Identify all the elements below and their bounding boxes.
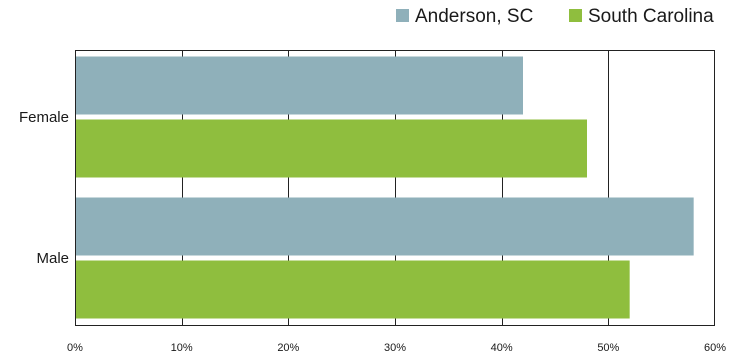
bars xyxy=(75,56,694,319)
bar-female-south-carolina xyxy=(75,119,587,178)
x-tick-label: 40% xyxy=(491,342,513,354)
bar-female-anderson xyxy=(75,56,523,115)
bar-male-anderson xyxy=(75,197,694,256)
x-tick-label: 50% xyxy=(597,342,619,354)
plot-border xyxy=(75,50,715,326)
legend: Anderson, SC South Carolina xyxy=(396,6,714,27)
legend-swatch-anderson xyxy=(396,9,409,22)
legend-label-anderson: Anderson, SC xyxy=(415,6,533,27)
x-tick-label: 30% xyxy=(384,342,406,354)
x-tick-label: 60% xyxy=(704,342,726,354)
x-tick-label: 20% xyxy=(277,342,299,354)
x-tick-label: 0% xyxy=(67,342,83,354)
category-label-female: Female xyxy=(19,109,69,126)
legend-label-south-carolina: South Carolina xyxy=(588,6,714,27)
legend-swatch-south-carolina xyxy=(569,9,582,22)
plot-frame xyxy=(75,50,715,326)
category-label-male: Male xyxy=(36,250,69,267)
x-tick-labels: 0% 10% 20% 30% 40% 50% 60% xyxy=(67,342,726,354)
category-labels: Female Male xyxy=(19,109,69,267)
bar-male-south-carolina xyxy=(75,260,630,319)
x-tick-label: 10% xyxy=(171,342,193,354)
